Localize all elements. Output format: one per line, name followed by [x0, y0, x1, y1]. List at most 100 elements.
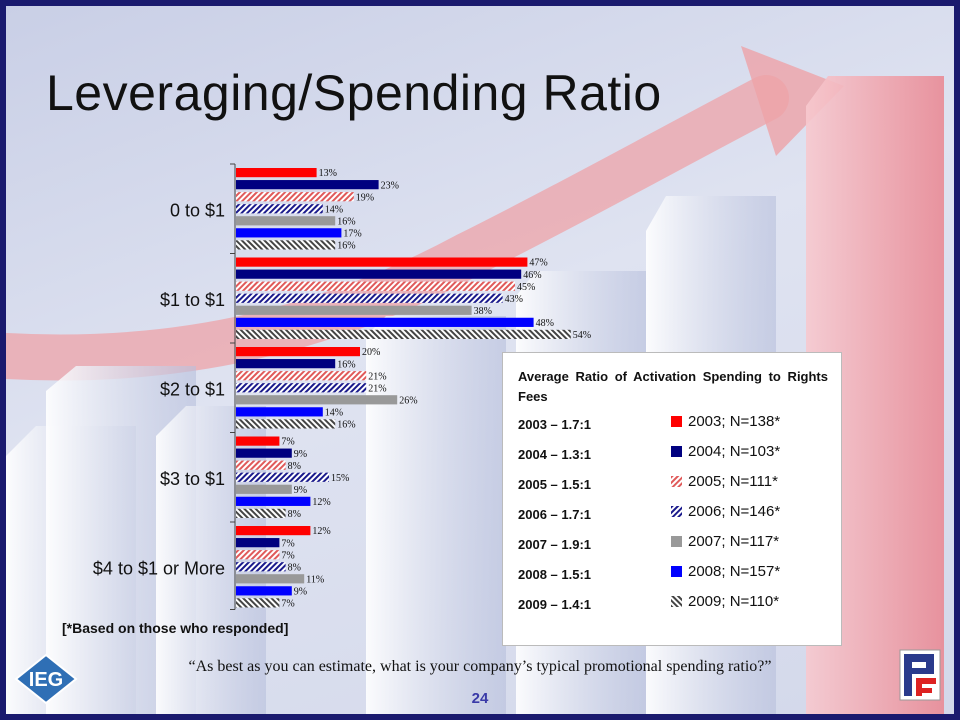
bar	[236, 448, 292, 458]
page-number: 24	[471, 690, 489, 707]
ratio-2007: 2007 – 1.9:1	[518, 537, 592, 552]
legend-swatch-2009	[671, 596, 682, 607]
legend-label-2007: 2007; N=117*	[688, 533, 780, 550]
legend-label-2008: 2008; N=157*	[688, 563, 781, 580]
data-label: 16%	[337, 359, 355, 370]
bar	[236, 204, 323, 214]
data-label: 8%	[288, 461, 301, 472]
bar	[236, 562, 286, 572]
legend-label-2005: 2005; N=111*	[688, 473, 778, 490]
bar	[236, 347, 360, 357]
bar	[236, 460, 286, 470]
data-label: 23%	[381, 180, 399, 191]
slide-title: Leveraging/Spending Ratio	[46, 65, 662, 121]
data-label: 12%	[312, 497, 330, 508]
data-label: 47%	[529, 258, 547, 269]
bar	[236, 484, 292, 494]
footnote: [*Based on those who responded]	[62, 620, 289, 636]
average-ratio-box: Average Ratio of Activation Spending to …	[502, 352, 842, 646]
data-label: 13%	[319, 168, 337, 179]
data-label: 7%	[281, 599, 294, 610]
legend-label-2003: 2003; N=138*	[688, 413, 781, 430]
pf-logo: PF	[899, 649, 941, 701]
legend-swatch-2005	[671, 476, 682, 487]
ieg-logo-text: IEG	[29, 669, 63, 691]
data-label: 8%	[288, 509, 301, 520]
bar	[236, 192, 354, 202]
ratio-2008: 2008 – 1.5:1	[518, 567, 592, 582]
bar	[236, 216, 336, 226]
bar	[236, 228, 342, 238]
legend-swatch-2008	[671, 566, 682, 577]
bar	[236, 550, 280, 560]
bar-chart: 0 to $113%23%19%14%16%17%16%$1 to $147%4…	[93, 163, 591, 610]
bar	[236, 317, 534, 327]
data-label: 43%	[505, 294, 523, 305]
data-label: 45%	[517, 282, 535, 293]
bar	[236, 496, 311, 506]
legend-label-2006: 2006; N=146*	[688, 503, 781, 520]
category-label: $1 to $1	[160, 290, 225, 310]
legend-label-2004: 2004; N=103*	[688, 443, 781, 460]
legend-swatch-2006	[671, 506, 682, 517]
data-label: 7%	[281, 538, 294, 549]
bar	[236, 371, 367, 381]
ratio-2009: 2009 – 1.4:1	[518, 597, 592, 612]
bar	[236, 574, 305, 584]
category-label: $3 to $1	[160, 469, 225, 489]
bar	[236, 436, 280, 446]
bar	[236, 269, 522, 279]
legend-swatch-2007	[671, 536, 682, 547]
bar	[236, 240, 336, 250]
bar	[236, 419, 336, 429]
data-label: 14%	[325, 407, 343, 418]
data-label: 19%	[356, 192, 374, 203]
data-label: 14%	[325, 204, 343, 215]
survey-question: “As best as you can estimate, what is yo…	[188, 658, 772, 675]
bar	[236, 257, 528, 267]
data-label: 20%	[362, 347, 380, 358]
ratio-2005: 2005 – 1.5:1	[518, 477, 592, 492]
data-label: 54%	[573, 330, 591, 341]
ratio-2006: 2006 – 1.7:1	[518, 507, 592, 522]
data-label: 16%	[337, 216, 355, 227]
ieg-logo: IEG	[14, 653, 78, 705]
data-label: 17%	[343, 228, 361, 239]
bar	[236, 168, 317, 178]
average-ratio-title: Average Ratio of Activation Spending to …	[518, 369, 828, 404]
data-label: 9%	[294, 586, 307, 597]
bar	[236, 329, 571, 339]
data-label: 8%	[288, 562, 301, 573]
bar	[236, 180, 379, 190]
bar	[236, 359, 336, 369]
data-label: 48%	[536, 318, 554, 329]
bar	[236, 598, 280, 608]
data-label: 16%	[337, 420, 355, 431]
bar	[236, 586, 292, 596]
category-label: $2 to $1	[160, 379, 225, 399]
legend-swatch-2004	[671, 446, 682, 457]
data-label: 38%	[474, 306, 492, 317]
data-label: 7%	[281, 550, 294, 561]
bar	[236, 472, 329, 482]
category-label: $4 to $1 or More	[93, 558, 225, 578]
data-label: 9%	[294, 449, 307, 460]
legend-label-2009: 2009; N=110*	[688, 593, 780, 610]
data-label: 46%	[523, 270, 541, 281]
bar	[236, 293, 503, 303]
data-label: 15%	[331, 473, 349, 484]
data-label: 7%	[281, 437, 294, 448]
ratio-2004: 2004 – 1.3:1	[518, 447, 592, 462]
bar	[236, 538, 280, 548]
bar	[236, 305, 472, 315]
data-label: 16%	[337, 241, 355, 252]
bar	[236, 383, 367, 393]
data-label: 11%	[306, 574, 324, 585]
data-label: 21%	[368, 383, 386, 394]
category-label: 0 to $1	[170, 200, 225, 220]
ratio-2003: 2003 – 1.7:1	[518, 417, 592, 432]
data-label: 21%	[368, 371, 386, 382]
data-label: 26%	[399, 395, 417, 406]
data-label: 12%	[312, 526, 330, 537]
bar	[236, 508, 286, 518]
